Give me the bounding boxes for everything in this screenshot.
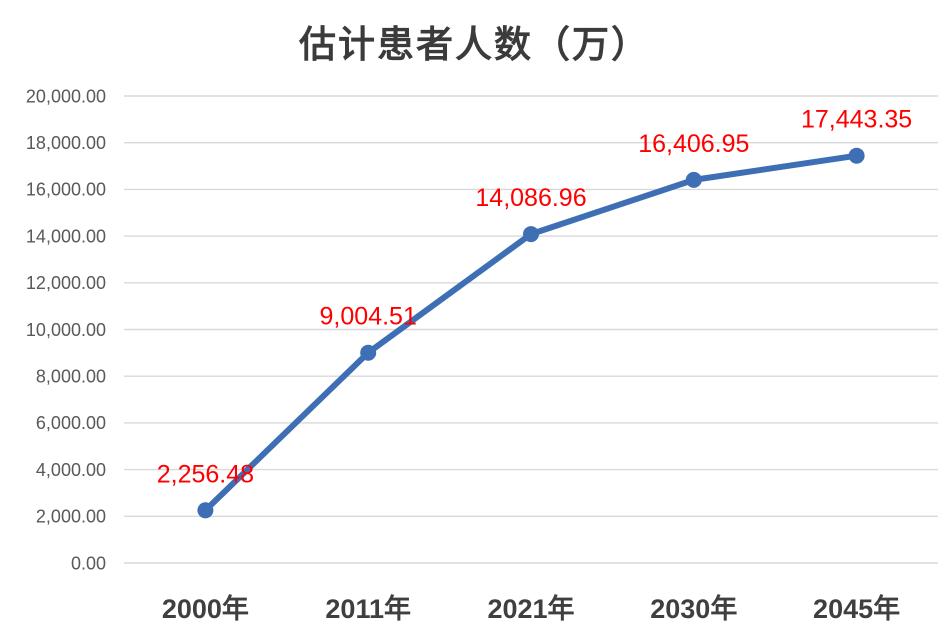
x-axis-label: 2045年 — [813, 593, 900, 624]
data-point-label: 14,086.96 — [475, 184, 586, 212]
y-tick-label: 4,000.00 — [36, 460, 106, 480]
data-point-label: 17,443.35 — [801, 106, 912, 134]
chart-title: 估计患者人数（万） — [299, 25, 650, 66]
y-tick-label: 12,000.00 — [26, 273, 106, 293]
y-tick-label: 0.00 — [71, 553, 106, 573]
data-point-label: 9,004.51 — [320, 303, 417, 331]
y-tick-label: 20,000.00 — [26, 86, 106, 106]
data-point-label: 16,406.95 — [638, 130, 749, 158]
y-tick-label: 14,000.00 — [26, 226, 106, 246]
y-tick-label: 16,000.00 — [26, 180, 106, 200]
data-point-marker — [360, 344, 377, 361]
x-axis-label: 2000年 — [162, 593, 249, 624]
y-tick-label: 10,000.00 — [26, 320, 106, 340]
data-point-label: 2,256.48 — [157, 460, 254, 488]
y-tick-label: 6,000.00 — [36, 413, 106, 433]
y-tick-label: 2,000.00 — [36, 507, 106, 527]
data-point-marker — [523, 226, 539, 243]
x-axis-label: 2011年 — [325, 593, 411, 624]
x-axis-label: 2030年 — [650, 593, 737, 624]
data-point-marker — [848, 147, 865, 164]
data-point-marker — [197, 502, 214, 519]
y-tick-label: 8,000.00 — [36, 367, 106, 387]
x-axis-label: 2021年 — [487, 593, 574, 624]
y-tick-label: 18,000.00 — [26, 133, 106, 153]
data-point-marker — [685, 171, 702, 188]
